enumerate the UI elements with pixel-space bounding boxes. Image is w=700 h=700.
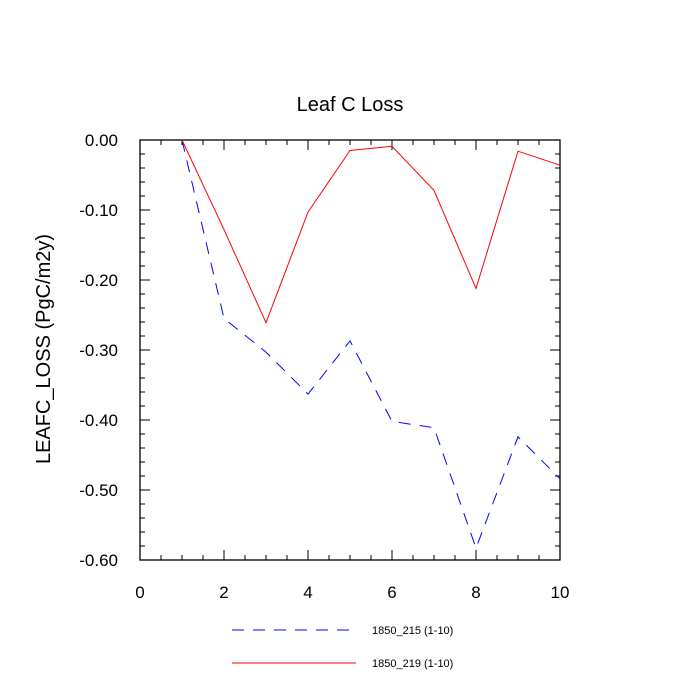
y-tick-label: -0.40	[79, 411, 118, 430]
y-tick-label: -0.10	[79, 201, 118, 220]
x-tick-label: 8	[471, 583, 480, 602]
y-tick-label: -0.30	[79, 341, 118, 360]
legend-label-1: 1850_215 (1-10)	[372, 625, 453, 637]
chart-title: Leaf C Loss	[297, 94, 404, 116]
x-tick-label: 6	[387, 583, 396, 602]
x-tick-label: 10	[551, 583, 570, 602]
y-axis-label: LEAFC_LOSS (PgC/m2y)	[33, 234, 55, 464]
series-line-2	[181, 139, 561, 325]
x-tick-label: 2	[219, 583, 228, 602]
y-tick-label: -0.20	[79, 271, 118, 290]
plot-frame	[139, 139, 561, 561]
y-tick-label: -0.60	[79, 551, 118, 570]
y-tick-label: -0.50	[79, 481, 118, 500]
legend-label-2: 1850_219 (1-10)	[372, 658, 453, 670]
series-line-1	[181, 139, 561, 550]
y-tick-label: 0.00	[85, 131, 118, 150]
x-tick-label: 0	[135, 583, 144, 602]
x-tick-label: 4	[303, 583, 312, 602]
